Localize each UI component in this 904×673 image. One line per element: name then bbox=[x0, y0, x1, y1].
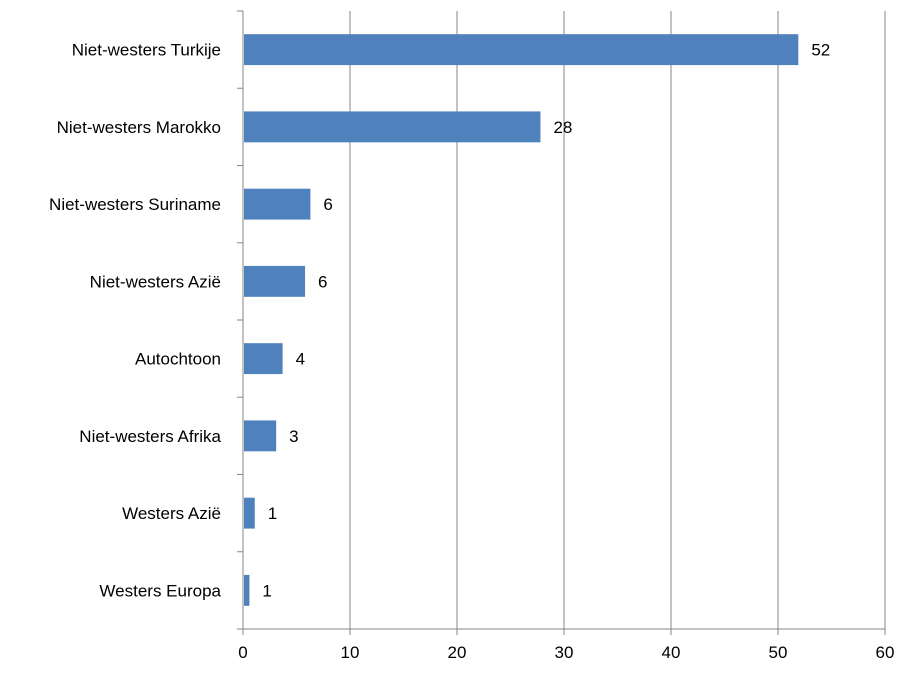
axes bbox=[237, 10, 886, 635]
bars bbox=[244, 34, 799, 606]
bar bbox=[244, 265, 306, 297]
x-tick-label: 40 bbox=[662, 643, 681, 662]
labels: 0 10 20 30 40 50 60 Niet-westers Turkije 52 Niet-… bbox=[49, 41, 894, 662]
gridlines bbox=[349, 11, 886, 629]
x-tick-label: 60 bbox=[876, 643, 895, 662]
category-label: Niet-westers Suriname bbox=[49, 195, 221, 214]
category-label: Westers Europa bbox=[99, 581, 221, 600]
data-label: 6 bbox=[318, 272, 327, 291]
data-label: 4 bbox=[296, 350, 305, 369]
x-tick-label: 0 bbox=[238, 643, 247, 662]
x-tick-label: 30 bbox=[555, 643, 574, 662]
data-label: 52 bbox=[811, 41, 830, 60]
data-label: 28 bbox=[553, 118, 572, 137]
bar bbox=[244, 111, 541, 143]
bar bbox=[244, 574, 250, 606]
x-tick-label: 50 bbox=[769, 643, 788, 662]
category-label: Westers Azië bbox=[122, 504, 221, 523]
data-label: 1 bbox=[262, 581, 271, 600]
x-tick-label: 10 bbox=[341, 643, 360, 662]
category-label: Niet-westers Afrika bbox=[79, 427, 221, 446]
data-label: 3 bbox=[289, 427, 298, 446]
bar bbox=[244, 497, 255, 529]
category-label: Niet-westers Marokko bbox=[57, 118, 221, 137]
data-label: 1 bbox=[268, 504, 277, 523]
bar bbox=[244, 34, 799, 66]
category-label: Niet-westers Azië bbox=[90, 272, 221, 291]
category-label: Autochtoon bbox=[135, 350, 221, 369]
bar bbox=[244, 420, 277, 452]
bar bbox=[244, 188, 311, 220]
bar bbox=[244, 343, 283, 375]
x-tick-label: 20 bbox=[448, 643, 467, 662]
data-label: 6 bbox=[323, 195, 332, 214]
category-label: Niet-westers Turkije bbox=[72, 41, 221, 60]
